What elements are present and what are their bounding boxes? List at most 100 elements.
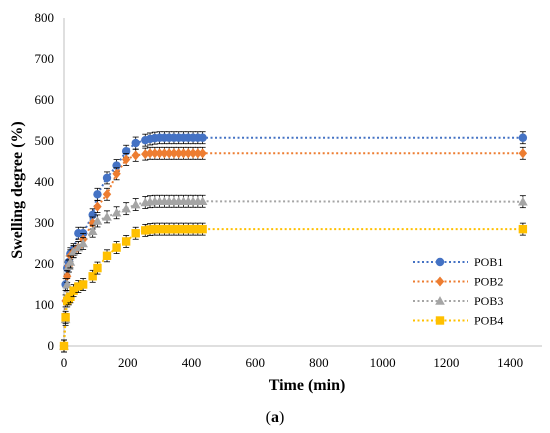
data-point-pob4 <box>93 263 102 273</box>
data-point-pob4 <box>174 224 183 234</box>
series-line-pob4 <box>63 228 523 347</box>
data-point-pob4 <box>198 224 207 234</box>
data-point-pob4 <box>88 272 97 281</box>
data-point-pob1 <box>131 138 140 148</box>
data-point-pob2 <box>164 148 174 159</box>
legend-marker-pob4 <box>435 316 445 325</box>
x-tick-label: 600 <box>245 355 265 370</box>
data-point-pob3 <box>130 199 141 209</box>
data-point-pob3 <box>121 203 131 213</box>
series-line-pob3 <box>63 200 523 347</box>
y-tick-label: 500 <box>35 133 55 148</box>
figure-caption: (a) <box>266 409 285 426</box>
legend-label: POB2 <box>474 275 503 289</box>
y-tick-labels: 0 100 200 300 400 500 600 700 800 <box>35 10 55 353</box>
data-point-pob2 <box>188 148 198 159</box>
data-point-pob4 <box>164 224 174 234</box>
series-line-pob1 <box>63 136 523 347</box>
data-point-pob4 <box>102 251 112 260</box>
data-point-pob4 <box>179 224 188 234</box>
series-points <box>59 131 528 353</box>
data-point-pob4 <box>61 313 70 322</box>
y-tick-label: 100 <box>35 297 55 312</box>
data-point-pob2 <box>93 201 102 212</box>
data-point-pob2 <box>145 148 155 159</box>
figure-caption-letter: a <box>271 409 279 426</box>
data-point-pob3 <box>78 238 88 248</box>
data-point-pob2 <box>131 150 140 161</box>
data-point-pob4 <box>112 243 121 252</box>
data-point-pob3 <box>62 279 73 289</box>
legend: POB1 POB2 POB3 POB4 <box>413 255 503 328</box>
data-point-pob2 <box>155 148 164 159</box>
data-point-pob2 <box>169 148 179 159</box>
legend-item-pob1: POB1 <box>413 255 503 269</box>
data-point-pob3 <box>197 196 208 206</box>
series-points-pob4 <box>59 222 528 353</box>
data-point-pob4 <box>184 224 193 234</box>
y-tick-label: 200 <box>35 256 55 271</box>
data-point-pob3 <box>518 196 528 206</box>
data-point-pob4 <box>188 224 198 234</box>
data-point-pob4 <box>150 224 160 234</box>
data-point-pob4 <box>155 224 164 234</box>
legend-item-pob4: POB4 <box>413 314 503 328</box>
data-point-pob4 <box>121 237 131 246</box>
x-tick-label: 1400 <box>497 355 523 370</box>
data-point-pob4 <box>78 280 88 289</box>
y-tick-label: 400 <box>35 174 55 189</box>
data-point-pob2 <box>174 148 183 159</box>
axes <box>63 18 542 347</box>
series-line-pob2 <box>63 152 523 347</box>
data-point-pob3 <box>92 216 103 225</box>
legend-marker-pob2 <box>435 276 445 287</box>
x-tick-label: 800 <box>309 355 329 370</box>
data-point-pob4 <box>59 341 69 351</box>
legend-marker-pob3 <box>435 296 445 305</box>
data-point-pob2 <box>193 148 203 159</box>
x-axis-title: Time (min) <box>269 377 346 394</box>
x-tick-label: 1200 <box>433 355 459 370</box>
data-point-pob3 <box>111 207 122 217</box>
data-point-pob4 <box>145 225 155 234</box>
data-point-pob3 <box>65 257 76 266</box>
x-tick-label: 200 <box>118 355 138 370</box>
data-point-pob2 <box>150 148 160 159</box>
legend-label: POB1 <box>474 255 503 269</box>
legend-label: POB4 <box>474 314 503 328</box>
data-point-pob3 <box>102 212 112 221</box>
series-lines <box>63 136 523 347</box>
data-point-pob1 <box>518 133 528 142</box>
x-tick-label: 0 <box>61 355 68 370</box>
data-point-pob3 <box>87 226 98 235</box>
legend-item-pob3: POB3 <box>413 294 503 308</box>
data-point-pob4 <box>66 292 75 301</box>
data-point-pob2 <box>62 271 72 282</box>
data-point-pob4 <box>69 286 78 295</box>
data-point-pob4 <box>193 224 203 234</box>
data-point-pob4 <box>518 224 528 234</box>
y-tick-label: 800 <box>35 10 55 25</box>
series-points-pob2 <box>59 146 528 353</box>
data-point-pob4 <box>141 226 150 235</box>
data-point-pob2 <box>102 189 112 200</box>
y-tick-label: 600 <box>35 92 55 107</box>
data-point-pob1 <box>198 133 207 142</box>
legend-label: POB3 <box>474 294 503 308</box>
series-points-pob3 <box>59 194 528 353</box>
legend-marker-pob1 <box>435 257 445 267</box>
data-point-pob1 <box>93 190 102 199</box>
data-point-pob4 <box>160 224 169 234</box>
x-tick-labels: 0 200 400 600 800 1000 1200 1400 <box>61 355 523 370</box>
x-tick-label: 400 <box>182 355 202 370</box>
data-point-pob4 <box>131 229 140 238</box>
legend-item-pob2: POB2 <box>413 275 503 289</box>
data-point-pob4 <box>169 224 179 234</box>
data-point-pob1 <box>102 173 112 183</box>
data-point-pob2 <box>112 168 121 179</box>
y-tick-label: 0 <box>48 338 55 353</box>
data-point-pob2 <box>518 148 528 159</box>
data-point-pob2 <box>121 154 131 165</box>
y-tick-label: 300 <box>35 215 55 230</box>
x-tick-label: 1000 <box>370 355 396 370</box>
